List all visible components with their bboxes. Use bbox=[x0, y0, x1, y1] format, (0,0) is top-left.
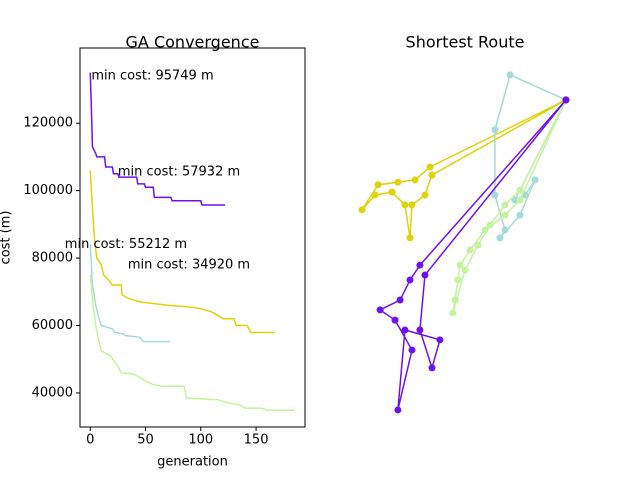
route-stop bbox=[516, 196, 524, 204]
x-tick-label: 100 bbox=[188, 433, 213, 448]
route-stop bbox=[416, 261, 424, 269]
route-stop bbox=[391, 316, 399, 324]
x-tick-label: 0 bbox=[86, 433, 94, 448]
route-stop bbox=[358, 206, 366, 214]
y-axis-label: cost (m) bbox=[0, 211, 14, 265]
route-stop bbox=[511, 196, 519, 204]
route-stop bbox=[406, 234, 414, 242]
route-stop bbox=[428, 171, 436, 179]
route-stop bbox=[428, 364, 436, 372]
x-axis-label: generation bbox=[157, 455, 228, 470]
route-stop bbox=[396, 296, 404, 304]
x-tick-label: 50 bbox=[137, 433, 154, 448]
route-stop bbox=[531, 176, 539, 184]
route-stop bbox=[411, 176, 419, 184]
route-stop bbox=[501, 226, 509, 234]
route-stop bbox=[486, 221, 494, 229]
chart-title: Shortest Route bbox=[406, 33, 525, 52]
convergence-line bbox=[89, 274, 295, 411]
chart-title: GA Convergence bbox=[126, 33, 260, 52]
y-tick-label: 60000 bbox=[32, 318, 73, 333]
route-stop bbox=[376, 306, 384, 314]
route-stop bbox=[421, 271, 429, 279]
route-stop bbox=[466, 246, 474, 254]
route-stop bbox=[491, 126, 499, 134]
route-stop bbox=[461, 266, 469, 274]
annotation: min cost: 34920 m bbox=[128, 257, 250, 272]
annotation: min cost: 95749 m bbox=[91, 68, 213, 83]
x-tick-label: 150 bbox=[244, 433, 269, 448]
route-stop bbox=[474, 241, 482, 249]
route-stop bbox=[406, 276, 414, 284]
route-stop bbox=[401, 326, 409, 334]
route-stop bbox=[416, 326, 424, 334]
route-stop bbox=[501, 211, 509, 219]
route-stop bbox=[496, 234, 504, 242]
route-stop bbox=[481, 226, 489, 234]
route-line bbox=[378, 99, 567, 411]
route-stop bbox=[491, 191, 499, 199]
route-stop bbox=[394, 178, 402, 186]
route-stop bbox=[454, 276, 462, 284]
route-stop bbox=[449, 309, 457, 317]
annotation: min cost: 57932 m bbox=[118, 165, 240, 180]
route-stop bbox=[562, 96, 570, 104]
route-stop bbox=[451, 296, 459, 304]
y-tick-label: 40000 bbox=[32, 385, 73, 400]
route-stop bbox=[371, 191, 379, 199]
route-stop bbox=[374, 181, 382, 189]
axes-frame bbox=[79, 47, 306, 428]
annotation: min cost: 55212 m bbox=[65, 237, 187, 252]
route-stop bbox=[516, 186, 524, 194]
convergence-line bbox=[89, 244, 170, 343]
y-tick-label: 120000 bbox=[23, 116, 73, 131]
convergence-line bbox=[89, 72, 226, 206]
route-stop bbox=[394, 406, 402, 414]
route-stop bbox=[501, 201, 509, 209]
y-tick-label: 100000 bbox=[23, 183, 73, 198]
route-stop bbox=[408, 346, 416, 354]
route-stop bbox=[408, 201, 416, 209]
route-stop bbox=[388, 188, 396, 196]
route-stop bbox=[421, 191, 429, 199]
route-stop bbox=[426, 163, 434, 171]
route-stop bbox=[506, 71, 514, 79]
route-stop bbox=[401, 201, 409, 209]
route-stop bbox=[456, 261, 464, 269]
route-stop bbox=[516, 211, 524, 219]
route-stop bbox=[436, 336, 444, 344]
convergence-line bbox=[89, 170, 275, 334]
y-tick-label: 80000 bbox=[32, 251, 73, 266]
